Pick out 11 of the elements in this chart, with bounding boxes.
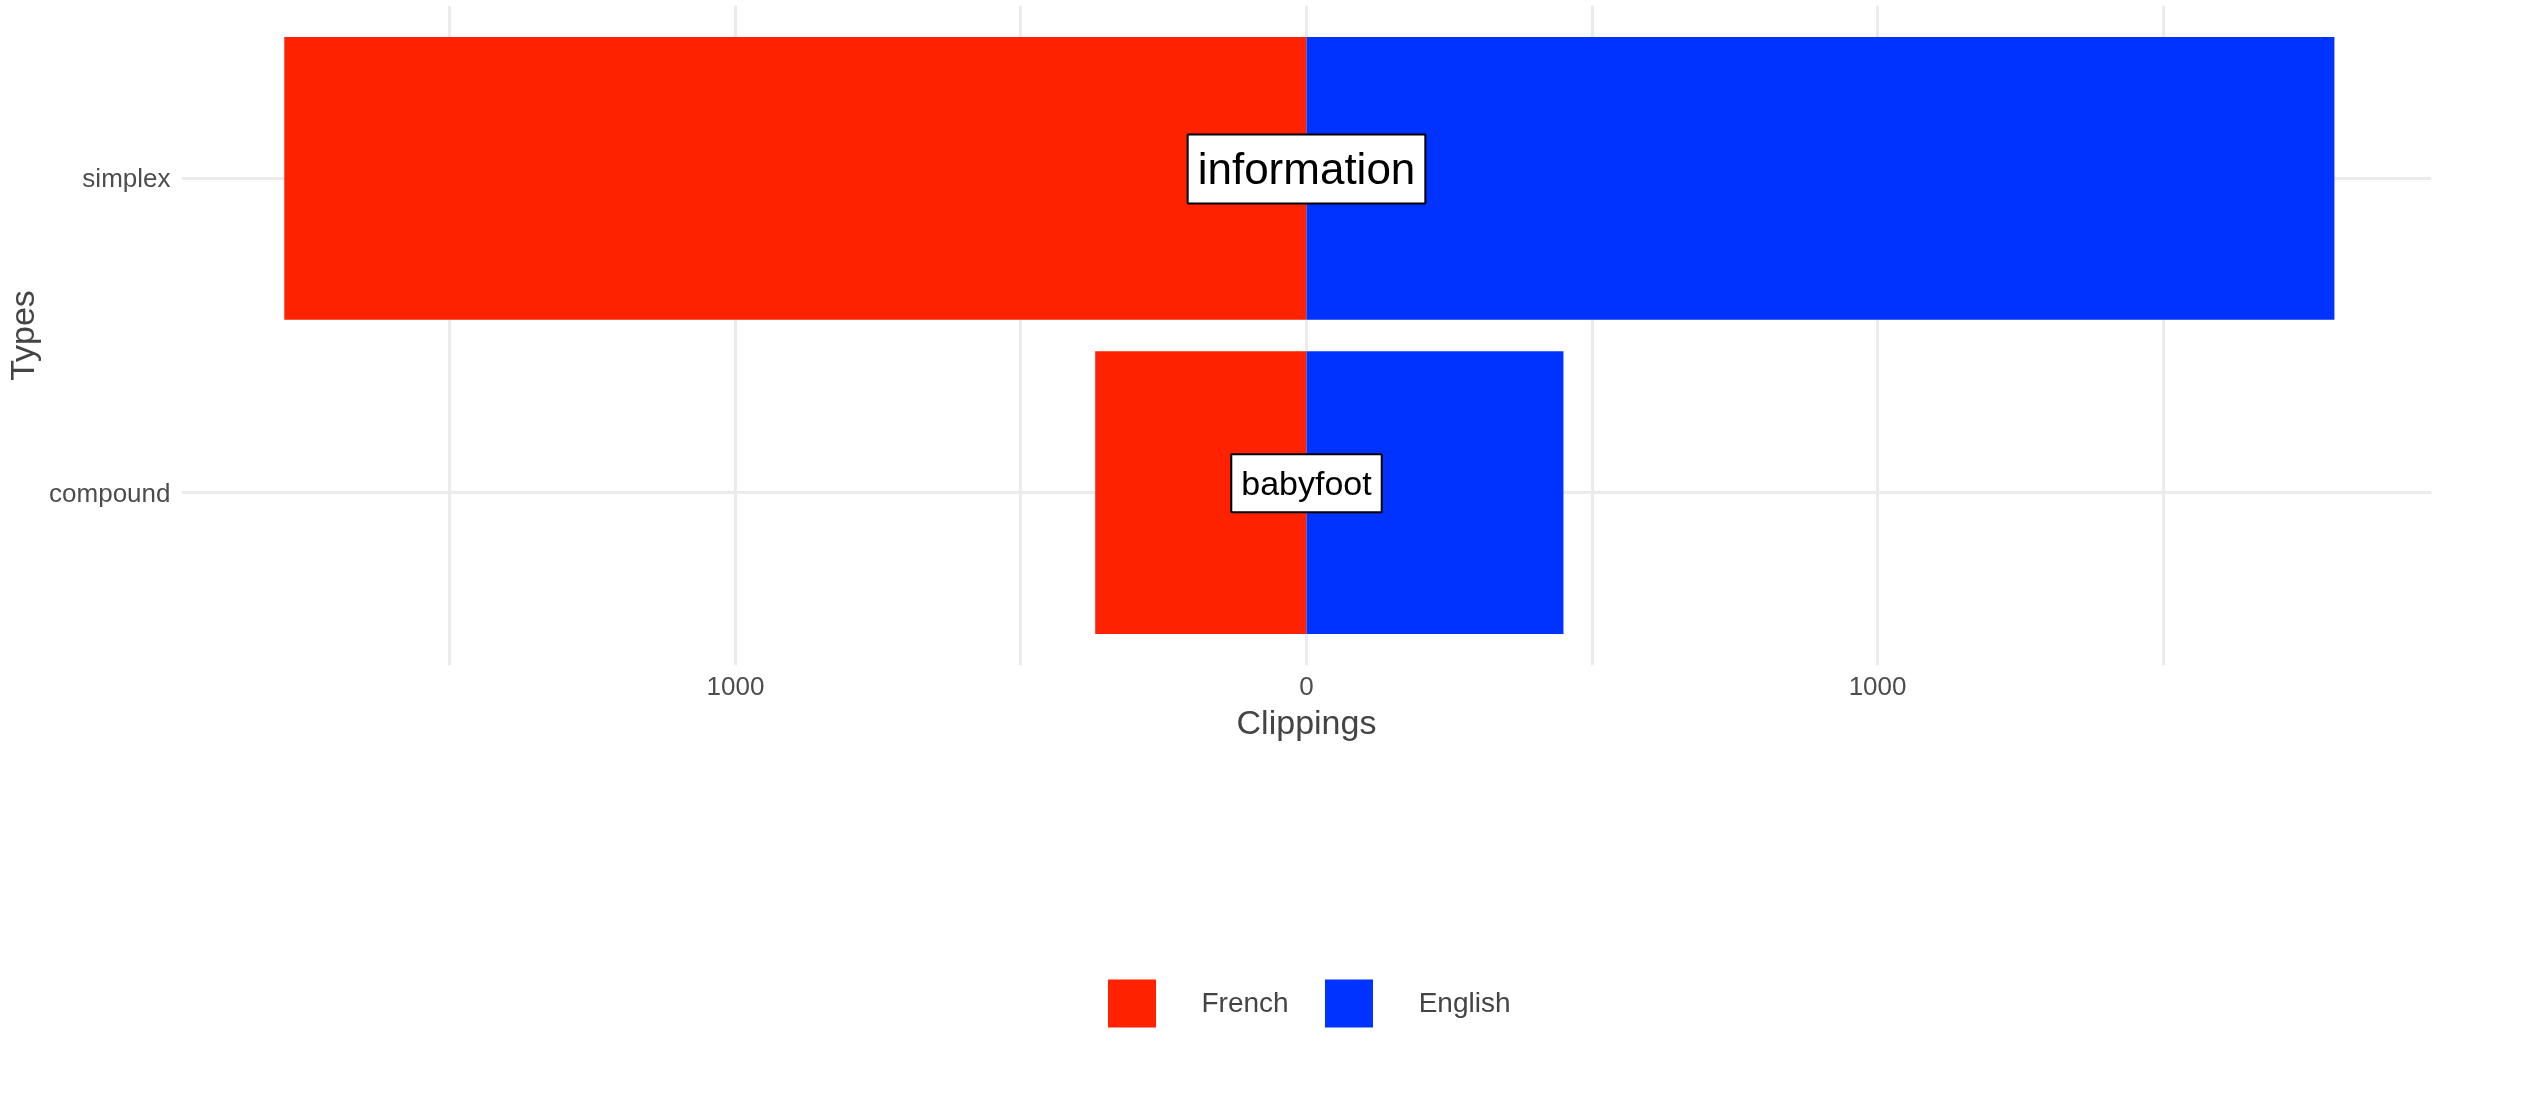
- annotation: babyfoot: [1241, 464, 1373, 503]
- y-tick-label: compound: [49, 477, 171, 508]
- x-tick-label: 1000: [1848, 670, 1907, 701]
- x-axis-title: Clippings: [1236, 702, 1377, 741]
- annotation: information: [1197, 144, 1416, 194]
- y-axis-title: Types: [3, 290, 42, 381]
- legend-label: English: [1418, 986, 1511, 1020]
- y-tick-label: simplex: [82, 163, 171, 194]
- x-tick-label: 0: [1299, 670, 1314, 701]
- legend-label: French: [1201, 986, 1289, 1020]
- x-tick-label: 1000: [706, 670, 765, 701]
